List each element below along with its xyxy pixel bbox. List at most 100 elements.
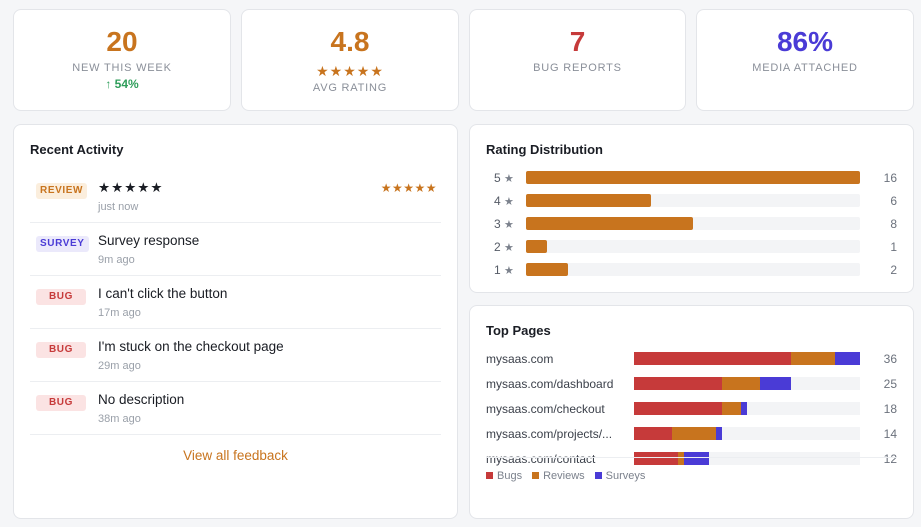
top-pages-title: Top Pages bbox=[486, 323, 551, 338]
surveys-segment bbox=[834, 352, 860, 365]
page-url: mysaas.com/projects/... bbox=[486, 427, 613, 441]
stat-label: AVG RATING bbox=[312, 82, 388, 94]
rating-count: 8 bbox=[890, 217, 897, 231]
star-rating-icon: ★★★★★ bbox=[380, 181, 437, 195]
page-url: mysaas.com/dashboard bbox=[486, 377, 614, 391]
rating-label: 4 ★ bbox=[494, 194, 514, 208]
rating-bar bbox=[526, 194, 652, 207]
page-count: 18 bbox=[883, 402, 897, 416]
activity-text: I can't click the button bbox=[98, 286, 228, 301]
bug-badge: BUG bbox=[36, 289, 86, 305]
rating-bar-track bbox=[526, 240, 860, 253]
surveys-segment bbox=[684, 452, 710, 465]
bugs-segment bbox=[634, 352, 791, 365]
reviews-segment bbox=[677, 452, 685, 465]
stat-value: 86% bbox=[776, 26, 834, 57]
page-stacked-bar bbox=[634, 352, 860, 365]
activity-time: just now bbox=[98, 201, 139, 213]
page-stacked-bar bbox=[634, 377, 860, 390]
star-icon: ★ bbox=[504, 173, 514, 185]
survey-badge: SURVEY bbox=[36, 236, 89, 252]
reviews-segment bbox=[790, 352, 835, 365]
rating-bar bbox=[526, 240, 547, 253]
stat-value: 20 bbox=[106, 26, 138, 57]
activity-item[interactable]: BUG No description 38m ago bbox=[30, 382, 441, 435]
rating-label: 3 ★ bbox=[494, 217, 514, 231]
rating-distribution-panel: Rating Distribution 5 ★ 16 4 ★ 6 3 ★ 8 2 ★ 1 1 ★… bbox=[469, 124, 914, 293]
rating-distribution-title: Rating Distribution bbox=[486, 142, 603, 157]
rating-count: 6 bbox=[890, 194, 897, 208]
surveys-segment bbox=[740, 402, 747, 415]
rating-bar-track bbox=[526, 194, 860, 207]
activity-item[interactable]: REVIEW ★★★★★ just now ★★★★★ bbox=[30, 170, 441, 223]
bug-badge: BUG bbox=[36, 342, 86, 358]
page-count: 36 bbox=[883, 352, 897, 366]
legend-item-surveys: Surveys bbox=[594, 470, 645, 482]
bugs-segment bbox=[634, 427, 672, 440]
rating-bar bbox=[526, 217, 693, 230]
star-rating-icon: ★★★★★ bbox=[316, 63, 384, 79]
rating-row-2: 2 ★ 1 bbox=[470, 240, 913, 254]
activity-text: Survey response bbox=[98, 233, 200, 248]
stat-label: MEDIA ATTACHED bbox=[752, 62, 858, 74]
rating-bar-track bbox=[526, 171, 860, 184]
star-icon: ★ bbox=[504, 219, 514, 231]
stat-card-new-this-week: 20 NEW THIS WEEK ↑ 54% bbox=[13, 9, 231, 111]
top-page-row[interactable]: mysaas.com 36 bbox=[470, 352, 913, 366]
stat-card-bug-reports: 7 BUG REPORTS bbox=[469, 9, 686, 111]
bugs-swatch bbox=[486, 472, 493, 479]
reviews-segment bbox=[671, 427, 716, 440]
top-page-row[interactable]: mysaas.com/contact 12 bbox=[470, 452, 913, 466]
legend-label: Reviews bbox=[543, 470, 585, 482]
legend-label: Bugs bbox=[497, 470, 523, 482]
legend-item-bugs: Bugs bbox=[486, 470, 522, 482]
top-page-row[interactable]: mysaas.com/projects/... 14 bbox=[470, 427, 913, 441]
reviews-segment bbox=[721, 377, 760, 390]
page-url: mysaas.com/contact bbox=[486, 452, 596, 466]
recent-activity-panel: Recent Activity REVIEW ★★★★★ just now ★★… bbox=[13, 124, 458, 519]
rating-bar-track bbox=[526, 263, 860, 276]
rating-row-4: 4 ★ 6 bbox=[470, 194, 913, 208]
reviews-swatch bbox=[532, 472, 540, 479]
activity-time: 17m ago bbox=[98, 307, 141, 319]
rating-label: 5 ★ bbox=[494, 171, 514, 185]
view-all-feedback-link[interactable]: View all feedback bbox=[183, 448, 288, 463]
stat-label: BUG REPORTS bbox=[533, 62, 622, 74]
rating-row-5: 5 ★ 16 bbox=[470, 171, 913, 185]
review-badge: REVIEW bbox=[36, 183, 88, 199]
bugs-segment bbox=[634, 452, 678, 465]
bugs-segment bbox=[634, 402, 722, 415]
page-stacked-bar bbox=[634, 402, 860, 415]
activity-time: 29m ago bbox=[98, 360, 141, 372]
surveys-segment bbox=[759, 377, 791, 390]
surveys-swatch bbox=[594, 472, 602, 479]
rating-count: 2 bbox=[890, 263, 897, 277]
divider bbox=[486, 457, 897, 458]
star-icon: ★ bbox=[504, 242, 514, 254]
stat-card-avg-rating: 4.8 ★★★★★ AVG RATING bbox=[241, 9, 459, 111]
rating-count: 16 bbox=[883, 171, 897, 185]
activity-text: I'm stuck on the checkout page bbox=[98, 339, 284, 354]
rating-row-3: 3 ★ 8 bbox=[470, 217, 913, 231]
page-count: 14 bbox=[883, 427, 897, 441]
top-page-row[interactable]: mysaas.com/checkout 18 bbox=[470, 402, 913, 416]
stat-value: 4.8 bbox=[330, 26, 370, 57]
bug-badge: BUG bbox=[36, 395, 86, 411]
activity-item[interactable]: BUG I'm stuck on the checkout page 29m a… bbox=[30, 329, 441, 382]
rating-count: 1 bbox=[890, 240, 897, 254]
rating-bar bbox=[526, 263, 568, 276]
activity-time: 9m ago bbox=[98, 254, 135, 266]
activity-text: No description bbox=[98, 392, 185, 407]
bugs-segment bbox=[634, 377, 722, 390]
top-pages-panel: Top Pages mysaas.com 36 mysaas.com/dashboa… bbox=[469, 305, 914, 519]
stat-value: 7 bbox=[569, 26, 586, 57]
top-page-row[interactable]: mysaas.com/dashboard 25 bbox=[470, 377, 913, 391]
activity-item[interactable]: BUG I can't click the button 17m ago bbox=[30, 276, 441, 329]
star-icon: ★ bbox=[504, 265, 514, 277]
activity-item[interactable]: SURVEY Survey response 9m ago bbox=[30, 223, 441, 276]
top-pages-legend: Bugs Reviews Surveys bbox=[486, 470, 645, 482]
stat-card-media-attached: 86% MEDIA ATTACHED bbox=[696, 9, 914, 111]
page-stacked-bar bbox=[634, 427, 860, 440]
legend-item-reviews: Reviews bbox=[532, 470, 585, 482]
star-icon: ★ bbox=[504, 196, 514, 208]
